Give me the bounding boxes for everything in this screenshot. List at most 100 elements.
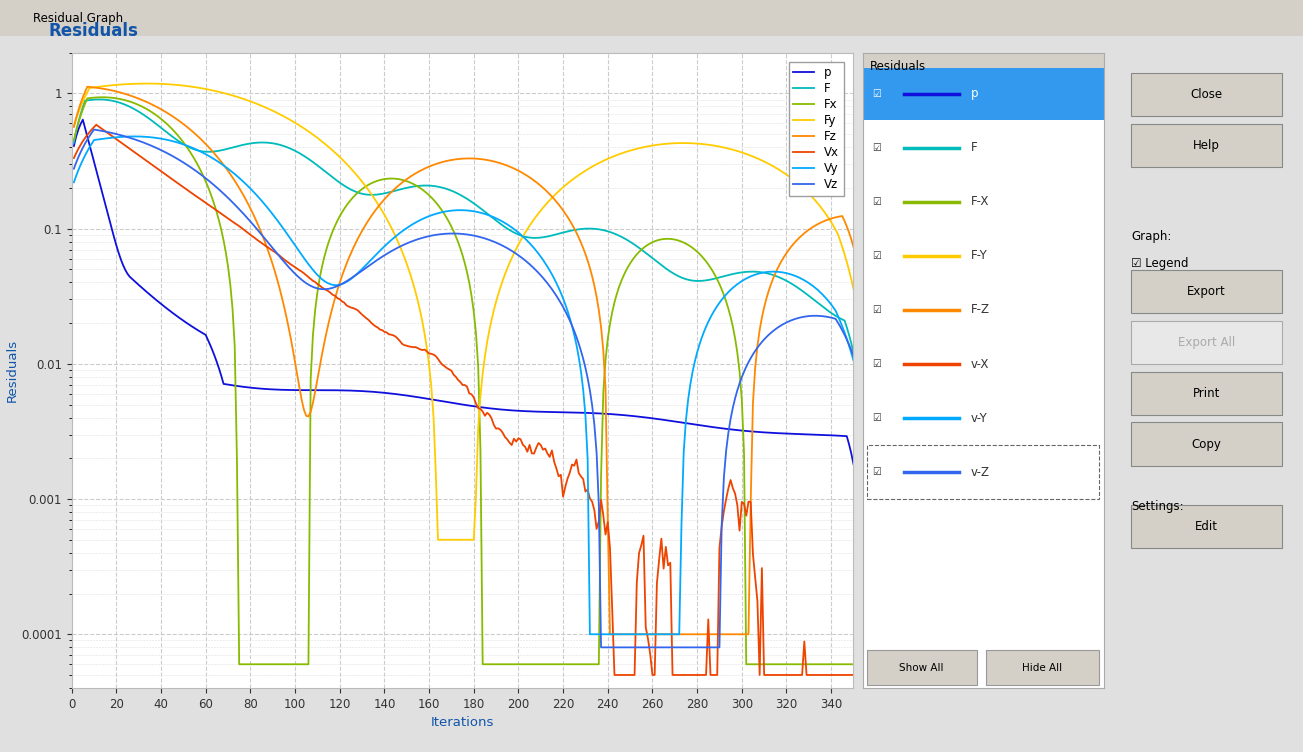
- Fz: [66, 123, 82, 132]
- Text: ☑: ☑: [872, 197, 881, 207]
- Fx: [846, 660, 861, 669]
- Fy: [839, 257, 855, 266]
- Vx: [66, 153, 82, 162]
- Text: ☑: ☑: [872, 467, 881, 477]
- Vx: [817, 671, 833, 680]
- Vy: [483, 212, 499, 221]
- Text: ☑: ☑: [872, 143, 881, 153]
- Bar: [1131, 371, 1282, 415]
- Vx: [846, 671, 861, 680]
- Text: ☑ Legend: ☑ Legend: [1131, 257, 1188, 270]
- Vz: [483, 236, 499, 245]
- Text: F: F: [971, 141, 977, 154]
- Vx: [89, 120, 104, 129]
- Fy: [530, 209, 546, 218]
- Vy: [276, 225, 292, 234]
- F: [837, 316, 852, 325]
- Fx: [817, 660, 833, 669]
- Vy: [846, 356, 861, 365]
- Bar: [1131, 73, 1282, 117]
- Text: v-Y: v-Y: [971, 411, 988, 425]
- Fz: [602, 629, 618, 638]
- Vx: [276, 255, 292, 264]
- Text: Edit: Edit: [1195, 520, 1218, 533]
- Vy: [66, 177, 82, 186]
- Text: p: p: [971, 87, 979, 101]
- Line: Vx: Vx: [74, 125, 853, 675]
- p: [276, 385, 292, 394]
- Fx: [232, 660, 248, 669]
- Text: v-X: v-X: [971, 357, 989, 371]
- Fy: [139, 79, 155, 88]
- Bar: [1131, 321, 1282, 364]
- Fx: [839, 660, 855, 669]
- Text: Hide All: Hide All: [1022, 663, 1062, 673]
- F: [483, 213, 499, 222]
- Text: F-Y: F-Y: [971, 250, 988, 262]
- Vz: [427, 230, 443, 239]
- Vz: [276, 257, 292, 266]
- Text: ☑: ☑: [872, 89, 881, 99]
- Vx: [427, 352, 443, 361]
- Fy: [276, 112, 292, 121]
- Text: F-Z: F-Z: [971, 304, 990, 317]
- Text: v-Z: v-Z: [971, 465, 990, 478]
- Vz: [86, 125, 102, 134]
- Text: F-X: F-X: [971, 196, 989, 208]
- F: [276, 141, 292, 150]
- p: [529, 407, 545, 416]
- Fz: [839, 222, 855, 231]
- Fy: [817, 208, 833, 217]
- Fz: [529, 177, 545, 186]
- Vy: [529, 247, 545, 256]
- Legend: p, F, Fx, Fy, Fz, Vx, Vy, Vz: p, F, Fx, Fy, Fz, Vx, Vy, Vz: [788, 62, 843, 196]
- Fz: [846, 242, 861, 251]
- F: [846, 348, 861, 357]
- Text: Show All: Show All: [899, 663, 943, 673]
- Bar: [1131, 505, 1282, 548]
- F: [91, 95, 107, 104]
- Vx: [483, 414, 499, 423]
- Line: F: F: [74, 99, 853, 353]
- Vy: [582, 629, 598, 638]
- Fx: [530, 660, 546, 669]
- Fz: [79, 82, 95, 91]
- p: [427, 396, 443, 405]
- Line: Vz: Vz: [74, 129, 853, 647]
- Vy: [126, 132, 142, 141]
- p: [846, 459, 861, 468]
- Text: ☑: ☑: [872, 251, 881, 261]
- Bar: [1131, 124, 1282, 167]
- Bar: [863, 68, 1104, 120]
- Text: Residuals: Residuals: [48, 22, 138, 40]
- Bar: [868, 650, 977, 685]
- Text: ☑: ☑: [872, 413, 881, 423]
- Fy: [427, 468, 443, 477]
- Vz: [817, 312, 833, 321]
- Text: Export: Export: [1187, 285, 1226, 298]
- Bar: [868, 445, 1098, 499]
- Text: Close: Close: [1191, 88, 1222, 101]
- Vz: [593, 643, 609, 652]
- Y-axis label: Residuals: Residuals: [5, 339, 18, 402]
- Vy: [427, 209, 443, 218]
- Fx: [66, 135, 82, 144]
- Line: p: p: [74, 120, 853, 464]
- Vx: [839, 671, 855, 680]
- p: [814, 430, 830, 439]
- Bar: [863, 53, 1104, 81]
- Bar: [985, 650, 1098, 685]
- Vz: [839, 335, 855, 344]
- Vx: [529, 443, 545, 452]
- Fz: [817, 217, 833, 226]
- Vz: [66, 164, 82, 173]
- F: [66, 138, 82, 147]
- F: [427, 182, 443, 191]
- Fx: [430, 201, 446, 210]
- Line: Fx: Fx: [74, 97, 853, 664]
- Text: Residual Graph: Residual Graph: [33, 11, 122, 25]
- Bar: [1131, 423, 1282, 465]
- Line: Vy: Vy: [74, 136, 853, 634]
- Vz: [529, 266, 545, 275]
- Vz: [846, 352, 861, 361]
